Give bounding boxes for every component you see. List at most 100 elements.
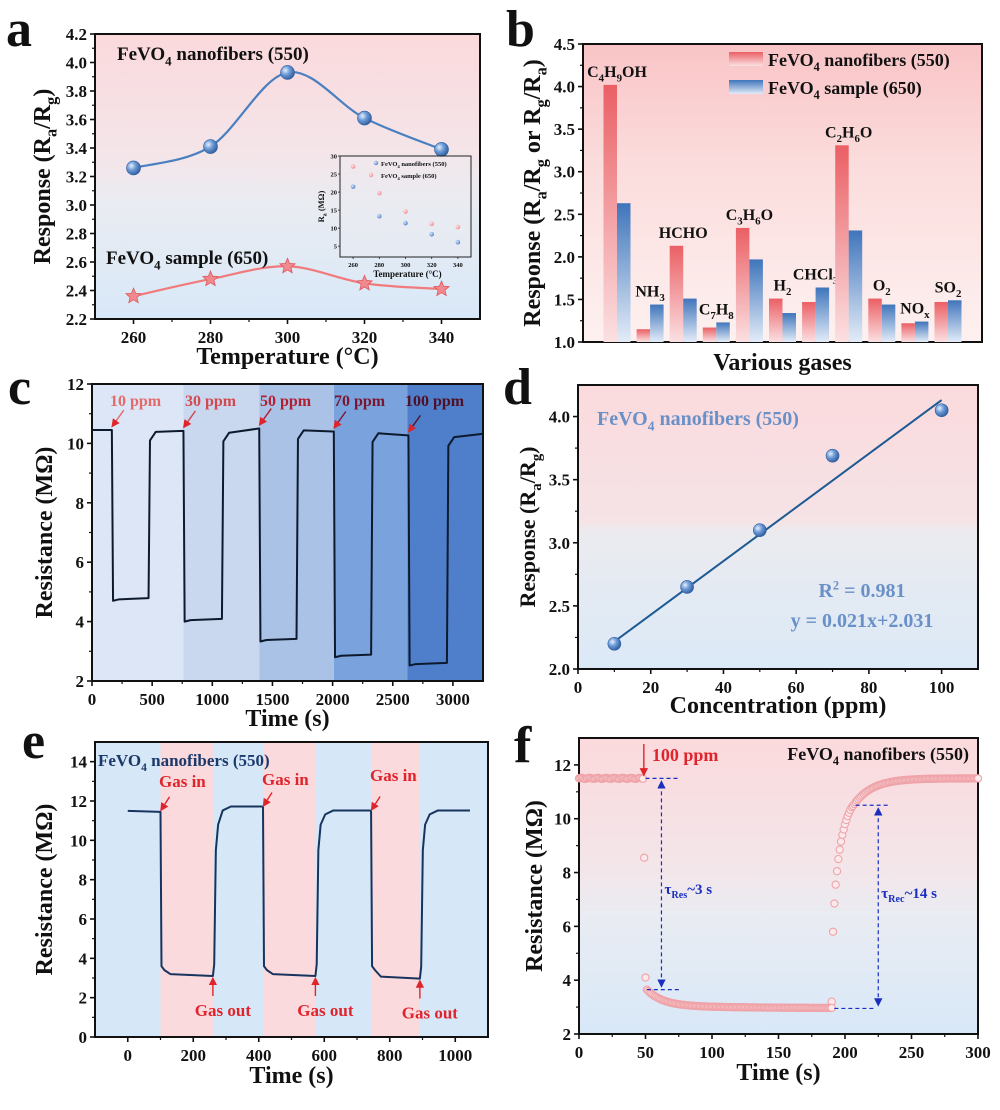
x-tick-label: 0 bbox=[575, 1043, 584, 1062]
fit-equation-text: y = 0.021x+2.031 bbox=[791, 610, 934, 632]
gas-in-arrow bbox=[182, 410, 197, 429]
inset-data-point bbox=[350, 164, 356, 169]
inset-data-point bbox=[403, 220, 408, 226]
bar-C7H8-sample bbox=[716, 322, 730, 342]
inset-data-point bbox=[429, 221, 435, 227]
data-point bbox=[934, 403, 949, 418]
y-axis-label: Response (Ra/Rg) bbox=[30, 89, 61, 265]
resistance-trace bbox=[127, 805, 470, 980]
legend-label-nanofibers: FeVO4 nanofibers (550) bbox=[768, 50, 950, 74]
panel-label-e: e bbox=[22, 713, 45, 770]
inset-x-axis-label: Temperature (°C) bbox=[373, 269, 441, 279]
x-tick-label: 0 bbox=[88, 690, 97, 709]
inset-legend-marker bbox=[373, 160, 379, 166]
data-point bbox=[126, 160, 141, 176]
x-tick-label: 100 bbox=[929, 678, 955, 697]
data-point bbox=[680, 580, 694, 594]
x-tick-label: 50 bbox=[637, 1043, 654, 1062]
x-tick-label: 100 bbox=[699, 1043, 725, 1062]
bar-C4H9OH-nanofibers bbox=[603, 84, 617, 343]
y-tick-label: 2 bbox=[76, 672, 85, 691]
concentration-label: 50 ppm bbox=[260, 393, 312, 410]
inset-legend-label: FeVO4 sample (650) bbox=[381, 173, 437, 181]
gas-exposure-band bbox=[263, 742, 316, 1037]
bar-category-label: NOx bbox=[900, 301, 930, 321]
gas-in-arrow bbox=[258, 408, 272, 426]
inset-y-tick-label: 15 bbox=[331, 208, 338, 215]
y-axis-label: Resistance (MΩ) bbox=[32, 447, 58, 619]
y-tick-label: 6 bbox=[76, 553, 85, 572]
y-tick-label: 4 bbox=[563, 971, 572, 990]
y-axis-label: Response (Ra/Rg) bbox=[515, 446, 545, 607]
bar-C2H6O-nanofibers bbox=[835, 145, 849, 342]
bar-C7H8-nanofibers bbox=[702, 327, 717, 342]
y-tick-label: 2.5 bbox=[549, 597, 570, 616]
gas-in-arrow bbox=[407, 414, 421, 433]
legend-swatch-sample bbox=[729, 80, 763, 94]
x-tick-label: 80 bbox=[860, 678, 877, 697]
y-tick-label: 8 bbox=[79, 871, 88, 890]
y-tick-label: 6 bbox=[563, 917, 572, 936]
data-point bbox=[432, 280, 451, 297]
x-tick-label: 340 bbox=[429, 328, 455, 347]
inset-data-point bbox=[429, 231, 435, 237]
plot-background bbox=[579, 738, 978, 1034]
data-point bbox=[753, 523, 767, 537]
bar-C4H9OH-sample bbox=[617, 203, 631, 342]
fit-line bbox=[613, 399, 943, 643]
gas-out-label: Gas out bbox=[402, 1004, 459, 1023]
gas-in-label: Gas in bbox=[370, 766, 417, 785]
x-tick-label: 400 bbox=[246, 1046, 272, 1065]
data-point bbox=[203, 139, 218, 154]
x-tick-label: 300 bbox=[275, 328, 301, 347]
bar-H2-sample bbox=[782, 313, 796, 342]
series-annotation: FeVO4 nanofibers (550) bbox=[597, 408, 799, 434]
data-point bbox=[827, 1003, 836, 1013]
plot-background bbox=[583, 44, 982, 342]
x-axis-label: Various gases bbox=[713, 350, 851, 376]
gas-exposure-band bbox=[371, 742, 420, 1037]
y-tick-label: 1.5 bbox=[554, 290, 575, 309]
inset-chart: 5 10 15 20 25 30 260 280 300 320 340 Temperature (°… bbox=[316, 154, 472, 279]
bar-C3H6O-sample bbox=[749, 259, 763, 342]
inset-x-tick-label: 320 bbox=[427, 262, 437, 269]
data-point bbox=[834, 854, 843, 864]
y-tick-label: 2.8 bbox=[66, 225, 87, 244]
resistance-trace bbox=[92, 427, 484, 667]
concentration-band bbox=[407, 384, 483, 681]
recovery-time-label: τRec~14 s bbox=[881, 886, 937, 905]
x-tick-label: 60 bbox=[788, 678, 805, 697]
data-point bbox=[831, 880, 840, 889]
inset-legend-label: FeVO4 nanofibers (550) bbox=[381, 161, 447, 169]
concentration-label: 30 ppm bbox=[185, 393, 237, 410]
y-tick-label: 2.5 bbox=[554, 205, 575, 224]
x-tick-label: 150 bbox=[766, 1043, 792, 1062]
y-tick-label: 2.0 bbox=[549, 660, 570, 679]
concentration-label: 10 ppm bbox=[110, 393, 162, 410]
plot-background bbox=[95, 34, 480, 319]
x-tick-label: 500 bbox=[139, 690, 165, 709]
bar-SO2-nanofibers bbox=[934, 301, 948, 342]
bar-HCHO-nanofibers bbox=[669, 245, 684, 342]
injection-label: 100 ppm bbox=[652, 745, 719, 765]
gas-out-label: Gas out bbox=[297, 1001, 354, 1020]
series-annotation: FeVO4 nanofibers (550) bbox=[98, 751, 270, 774]
panel-label-f: f bbox=[514, 717, 532, 774]
x-axis-label: Time (s) bbox=[245, 706, 329, 732]
panel-b: 1.0 1.5 2.0 2.5 3.0 3.5 4.0 4.5 Various gases Res… bbox=[520, 35, 983, 376]
y-tick-label: 1.0 bbox=[554, 333, 575, 352]
bar-category-label: HCHO bbox=[659, 225, 708, 242]
series-annotation: FeVO4 nanofibers (550) bbox=[787, 744, 969, 768]
bar-C2H6O-sample bbox=[848, 230, 863, 342]
inset-y-tick-label: 20 bbox=[331, 190, 338, 197]
bar-CHCl3-nanofibers bbox=[802, 301, 816, 342]
bar-CHCl3-sample bbox=[815, 287, 830, 342]
data-point bbox=[357, 110, 372, 126]
data-point bbox=[355, 274, 374, 291]
concentration-band bbox=[183, 384, 260, 681]
bar-O2-sample bbox=[881, 304, 896, 342]
inset-data-point bbox=[377, 190, 382, 196]
y-tick-label: 3.2 bbox=[66, 168, 87, 187]
gas-in-arrow bbox=[370, 796, 381, 811]
